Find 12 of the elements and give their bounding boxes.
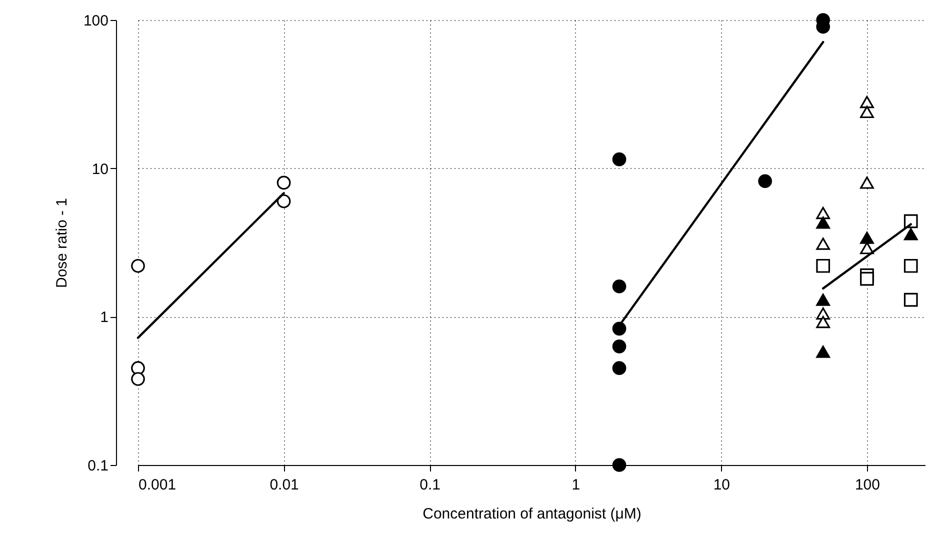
y-tick-label: 1 <box>100 309 108 326</box>
x-tick-label: 0.01 <box>270 476 299 494</box>
y-axis-title: Dose ratio - 1 <box>53 198 70 288</box>
y-tick-label: 0.1 <box>88 458 108 474</box>
x-tick-label: 100 <box>854 476 880 494</box>
y-tick-label: 10 <box>92 160 108 178</box>
x-tick-label: 1 <box>572 476 580 494</box>
x-tick-label: 10 <box>713 476 730 494</box>
x-tick-label: 0.1 <box>420 476 441 494</box>
y-tick-label: 100 <box>83 12 108 30</box>
x-tick-label: 0.001 <box>138 476 176 494</box>
x-axis-title: Concentration of antagonist (μM) <box>422 506 642 522</box>
